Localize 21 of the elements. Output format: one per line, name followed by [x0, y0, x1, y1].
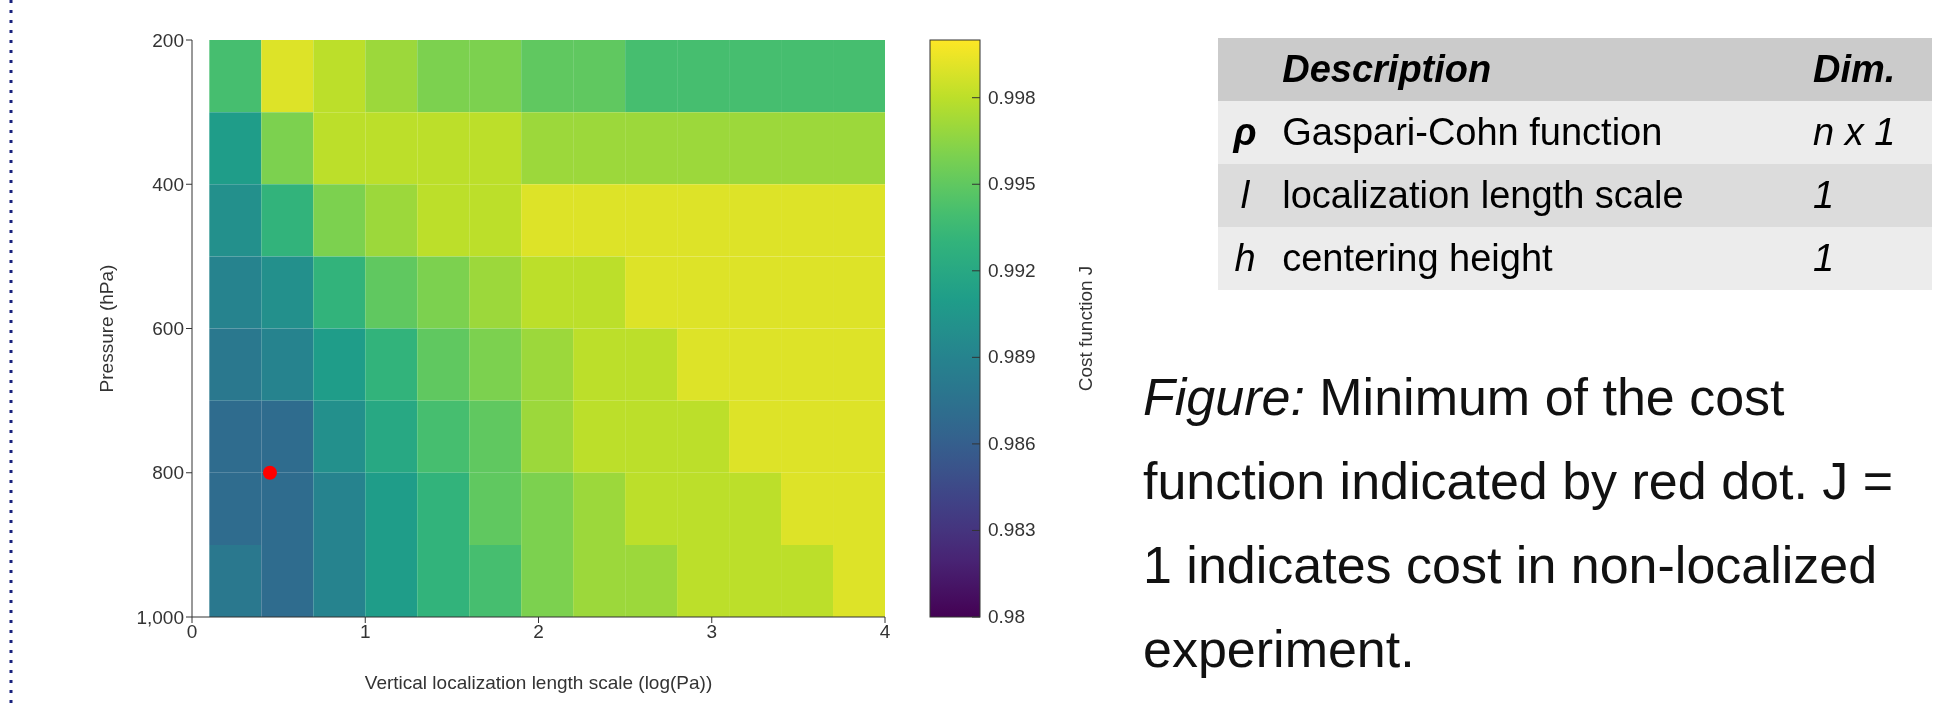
color-bar-label: 0.998	[988, 86, 1036, 108]
color-bar-label: 0.983	[988, 519, 1036, 541]
text: Figure: Minimum of the cost function indicated by red dot. J = 1 indicates cost in non-localized experiment.	[1143, 367, 1895, 680]
y-tick-label: 400	[152, 173, 184, 195]
y-tick-label: 800	[152, 462, 184, 484]
x-tick-label: 3	[706, 621, 718, 643]
x-axis-title: Vertical localization length scale (log(Pa))	[364, 672, 713, 693]
x-tick-label: 4	[879, 621, 891, 643]
color-bar-label: 0.995	[988, 173, 1036, 195]
y-tick-label: 1,000	[136, 606, 184, 628]
color-bar-label: 0.98	[988, 606, 1025, 627]
x-tick-label: 2	[533, 621, 544, 643]
x-tick-label: 1	[359, 621, 371, 643]
color-bar-label: 0.992	[988, 259, 1036, 281]
color-bar-label: 0.986	[988, 432, 1036, 454]
y-tick-label: 200	[152, 29, 184, 51]
y-axis-title: Pressure (hPa)	[95, 264, 117, 393]
color-bar-title: Cost function J	[1075, 265, 1096, 392]
y-tick-label: 600	[152, 318, 184, 340]
color-bar-label: 0.989	[988, 346, 1036, 368]
x-tick-label: 0	[186, 621, 198, 643]
